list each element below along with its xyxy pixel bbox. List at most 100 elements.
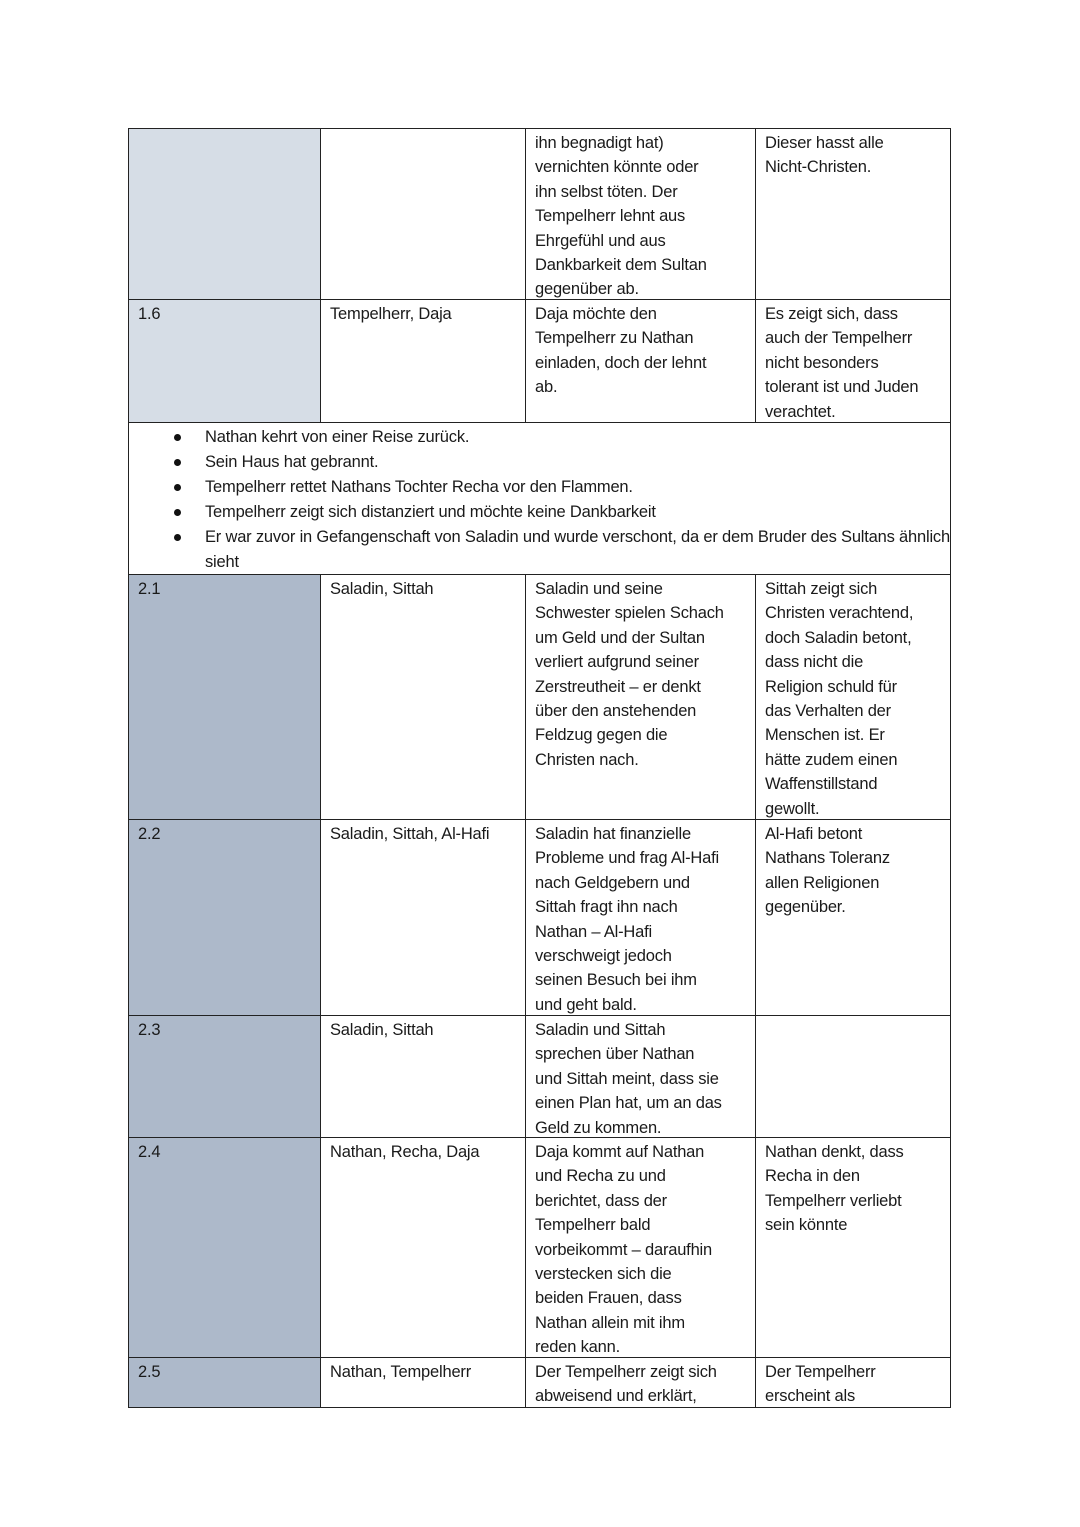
interpretation-line: tolerant ist und Juden bbox=[765, 378, 919, 397]
table-row: 2.5 Nathan, Tempelherr Der Tempelherr zeig… bbox=[128, 1358, 951, 1408]
scene-number: 2.4 bbox=[138, 1143, 161, 1161]
scene-cell: 2.2 bbox=[129, 820, 320, 1015]
content-line: Saladin hat finanzielle bbox=[535, 825, 691, 843]
interpretation-line: hätte zudem einen bbox=[765, 750, 898, 769]
scene-number: 2.1 bbox=[138, 580, 161, 598]
interpretation-line: erscheint als bbox=[765, 1387, 856, 1406]
characters-cell bbox=[320, 129, 525, 299]
content-line: vernichten könnte oder bbox=[535, 158, 699, 177]
content-line: verliert aufgrund seiner bbox=[535, 653, 699, 672]
content-line: Nathan – Al-Hafi bbox=[535, 922, 652, 941]
content-line: berichtet, dass der bbox=[535, 1191, 667, 1210]
content-line: Tempelherr zu Nathan bbox=[535, 329, 694, 348]
table-row: 2.4 Nathan, Recha, Daja Daja kommt auf Nat… bbox=[128, 1138, 951, 1358]
scene-cell bbox=[129, 129, 320, 299]
scene-number: 2.3 bbox=[138, 1021, 161, 1039]
characters-cell: Nathan, Recha, Daja bbox=[320, 1138, 525, 1357]
content-line: Dankbarkeit dem Sultan bbox=[535, 256, 707, 275]
interpretation-line: nicht besonders bbox=[765, 353, 879, 372]
interpretation-line: gegenüber. bbox=[765, 898, 846, 917]
interpretation-line: Tempelherr verliebt bbox=[765, 1191, 902, 1210]
interpretation-cell: Nathan denkt, dass Recha in den Tempelherr… bbox=[755, 1138, 952, 1357]
interpretation-line: Waffenstillstand bbox=[765, 775, 878, 794]
summary-bullet: Tempelherr zeigt sich distanziert und mö… bbox=[129, 500, 950, 525]
content-cell: ihn begnadigt hat) vernichten könnte oder… bbox=[525, 129, 755, 299]
content-line: Daja möchte den bbox=[535, 305, 657, 323]
content-cell: Saladin und Sittah sprechen über Nathan un… bbox=[525, 1016, 755, 1137]
interpretation-line: verachtet. bbox=[765, 402, 836, 421]
characters-line: Nathan, Tempelherr bbox=[330, 1363, 472, 1381]
content-line: seinen Besuch bei ihm bbox=[535, 971, 697, 990]
content-line: nach Geldgebern und bbox=[535, 873, 690, 892]
summary-bullet: Sein Haus hat gebrannt. bbox=[129, 450, 950, 475]
scene-number: 2.5 bbox=[138, 1363, 161, 1381]
bullet-icon bbox=[174, 459, 181, 466]
interpretation-line: sein könnte bbox=[765, 1216, 848, 1235]
scene-number: 1.6 bbox=[138, 305, 161, 323]
interpretation-line: das Verhalten der bbox=[765, 702, 891, 721]
content-line: Der Tempelherr zeigt sich bbox=[535, 1363, 717, 1381]
content-line: sprechen über Nathan bbox=[535, 1045, 695, 1064]
interpretation-line: dass nicht die bbox=[765, 653, 864, 672]
table-row: 2.1 Saladin, Sittah Saladin und seine Schwe… bbox=[128, 575, 951, 820]
interpretation-cell: Sittah zeigt sich Christen verachtend, doc… bbox=[755, 575, 952, 819]
interpretation-line: auch der Tempelherr bbox=[765, 329, 913, 348]
interpretation-line: Dieser hasst alle bbox=[765, 134, 884, 152]
content-line: ab. bbox=[535, 378, 558, 397]
bullet-icon bbox=[174, 434, 181, 441]
characters-line: Nathan, Recha, Daja bbox=[330, 1143, 480, 1161]
scene-number: 2.2 bbox=[138, 825, 161, 843]
content-line: Daja kommt auf Nathan bbox=[535, 1143, 705, 1161]
content-line: Zerstreutheit – er denkt bbox=[535, 677, 701, 696]
content-cell: Daja möchte den Tempelherr zu Nathan einla… bbox=[525, 300, 755, 422]
interpretation-line: Es zeigt sich, dass bbox=[765, 305, 898, 323]
content-line: gegenüber ab. bbox=[535, 280, 639, 299]
content-line: verschweigt jedoch bbox=[535, 947, 672, 966]
table-row: ihn begnadigt hat) vernichten könnte oder… bbox=[128, 128, 951, 300]
interpretation-line: Nathan denkt, dass bbox=[765, 1143, 904, 1161]
content-line: Christen nach. bbox=[535, 750, 639, 769]
table-row: 1.6 Tempelherr, Daja Daja möchte den Tempel… bbox=[128, 300, 951, 423]
characters-cell: Saladin, Sittah bbox=[320, 575, 525, 819]
content-cell: Der Tempelherr zeigt sich abweisend und e… bbox=[525, 1358, 755, 1407]
interpretation-line: Nathans Toleranz bbox=[765, 849, 890, 868]
content-line: Sittah fragt ihn nach bbox=[535, 898, 678, 917]
summary-bullet: Er war zuvor in Gefangenschaft von Salad… bbox=[129, 525, 950, 575]
content-line: ihn selbst töten. Der bbox=[535, 182, 678, 201]
characters-cell: Nathan, Tempelherr bbox=[320, 1358, 525, 1407]
content-cell: Saladin und seine Schwester spielen Schac… bbox=[525, 575, 755, 819]
interpretation-line: allen Religionen bbox=[765, 873, 880, 892]
content-cell: Saladin hat finanzielle Probleme und frag… bbox=[525, 820, 755, 1015]
characters-line: Tempelherr, Daja bbox=[330, 305, 452, 323]
content-line: Schwester spielen Schach bbox=[535, 604, 724, 623]
scene-cell: 1.6 bbox=[129, 300, 320, 422]
content-line: einladen, doch der lehnt bbox=[535, 353, 707, 372]
summary-bullet: Nathan kehrt von einer Reise zurück. bbox=[129, 425, 950, 450]
characters-cell: Saladin, Sittah bbox=[320, 1016, 525, 1137]
interpretation-line: Der Tempelherr bbox=[765, 1363, 876, 1381]
bullet-icon bbox=[174, 534, 181, 541]
characters-line: Saladin, Sittah bbox=[330, 1021, 434, 1039]
content-line: Feldzug gegen die bbox=[535, 726, 668, 745]
content-line: Probleme und frag Al-Hafi bbox=[535, 849, 719, 868]
content-cell: Daja kommt auf Nathan und Recha zu und ber… bbox=[525, 1138, 755, 1357]
interpretation-line: doch Saladin betont, bbox=[765, 628, 912, 647]
content-line: und Recha zu und bbox=[535, 1167, 666, 1186]
characters-cell: Tempelherr, Daja bbox=[320, 300, 525, 422]
content-line: Tempelherr bald bbox=[535, 1216, 651, 1235]
content-line: über den anstehenden bbox=[535, 702, 697, 721]
content-line: Nathan allein mit ihm bbox=[535, 1313, 685, 1332]
content-line: einen Plan hat, um an das bbox=[535, 1094, 722, 1113]
characters-line: Saladin, Sittah, Al-Hafi bbox=[330, 825, 490, 843]
content-line: reden kann. bbox=[535, 1338, 620, 1357]
scene-cell: 2.5 bbox=[129, 1358, 320, 1407]
content-line: um Geld und der Sultan bbox=[535, 628, 705, 647]
content-line: verstecken sich die bbox=[535, 1265, 672, 1284]
summary-text: Sein Haus hat gebrannt. bbox=[205, 453, 379, 471]
interpretation-cell: Der Tempelherr erscheint als bbox=[755, 1358, 952, 1407]
act-summary: Nathan kehrt von einer Reise zurück. Sein… bbox=[128, 423, 951, 575]
interpretation-line: gewollt. bbox=[765, 799, 820, 818]
interpretation-line: Sittah zeigt sich bbox=[765, 580, 878, 598]
interpretation-cell: Al-Hafi betont Nathans Toleranz allen Reli… bbox=[755, 820, 952, 1015]
interpretation-line: Religion schuld für bbox=[765, 677, 897, 696]
